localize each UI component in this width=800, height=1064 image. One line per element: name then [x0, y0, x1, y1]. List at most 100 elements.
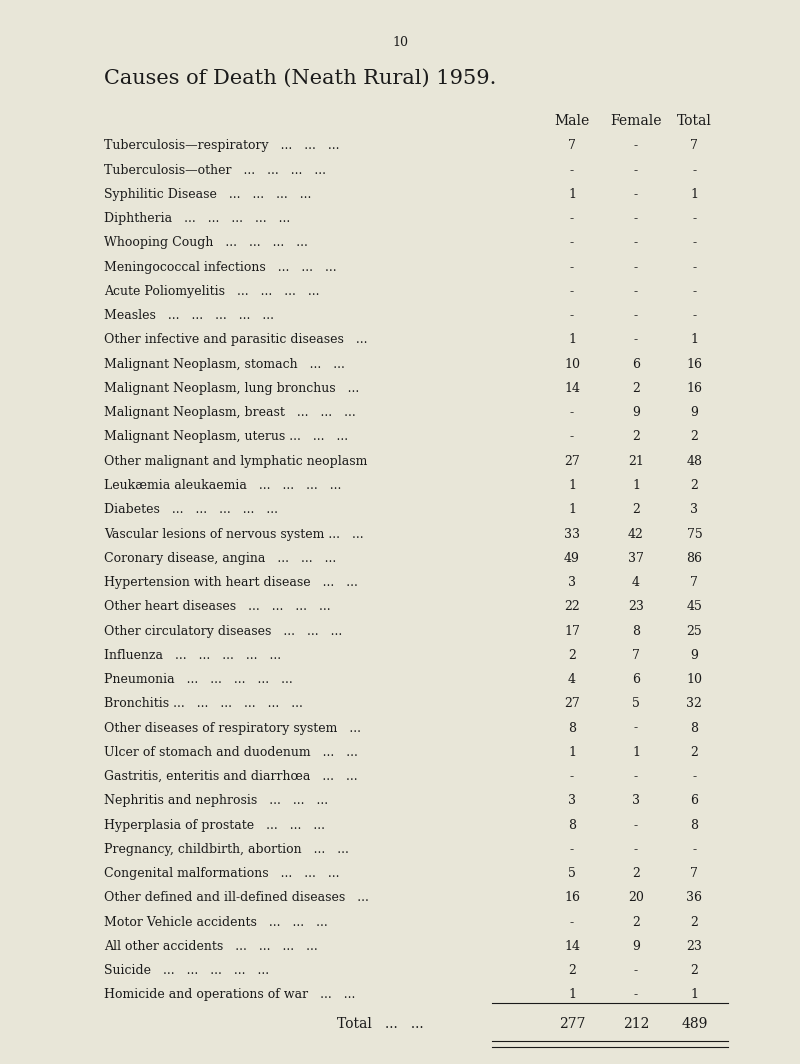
Text: -: -: [634, 818, 638, 832]
Text: 36: 36: [686, 892, 702, 904]
Text: -: -: [692, 164, 697, 177]
Text: -: -: [634, 236, 638, 249]
Text: 3: 3: [632, 795, 640, 808]
Text: 20: 20: [628, 892, 644, 904]
Text: 2: 2: [690, 964, 698, 977]
Text: 1: 1: [568, 503, 576, 516]
Text: Diphtheria   ...   ...   ...   ...   ...: Diphtheria ... ... ... ... ...: [104, 212, 290, 226]
Text: -: -: [634, 212, 638, 226]
Text: -: -: [692, 770, 697, 783]
Text: 1: 1: [568, 746, 576, 759]
Text: Other heart diseases   ...   ...   ...   ...: Other heart diseases ... ... ... ...: [104, 600, 330, 613]
Text: 1: 1: [568, 188, 576, 201]
Text: Motor Vehicle accidents   ...   ...   ...: Motor Vehicle accidents ... ... ...: [104, 916, 328, 929]
Text: -: -: [570, 431, 574, 444]
Text: 10: 10: [564, 358, 580, 370]
Text: 5: 5: [568, 867, 576, 880]
Text: Homicide and operations of war   ...   ...: Homicide and operations of war ... ...: [104, 988, 355, 1001]
Text: Other diseases of respiratory system   ...: Other diseases of respiratory system ...: [104, 721, 361, 734]
Text: 1: 1: [632, 479, 640, 492]
Text: -: -: [692, 285, 697, 298]
Text: 14: 14: [564, 940, 580, 953]
Text: -: -: [634, 164, 638, 177]
Text: 2: 2: [690, 431, 698, 444]
Text: 27: 27: [564, 454, 580, 468]
Text: 1: 1: [690, 188, 698, 201]
Text: 5: 5: [632, 697, 640, 711]
Text: -: -: [570, 916, 574, 929]
Text: 42: 42: [628, 528, 644, 541]
Text: Coronary disease, angina   ...   ...   ...: Coronary disease, angina ... ... ...: [104, 552, 336, 565]
Text: -: -: [634, 843, 638, 855]
Text: -: -: [634, 261, 638, 273]
Text: Female: Female: [610, 114, 662, 128]
Text: Measles   ...   ...   ...   ...   ...: Measles ... ... ... ... ...: [104, 310, 274, 322]
Text: -: -: [634, 139, 638, 152]
Text: -: -: [570, 406, 574, 419]
Text: Pneumonia   ...   ...   ...   ...   ...: Pneumonia ... ... ... ... ...: [104, 674, 293, 686]
Text: Malignant Neoplasm, uterus ...   ...   ...: Malignant Neoplasm, uterus ... ... ...: [104, 431, 348, 444]
Text: 7: 7: [690, 576, 698, 589]
Text: 489: 489: [682, 1017, 707, 1031]
Text: 2: 2: [690, 746, 698, 759]
Text: 277: 277: [558, 1017, 586, 1031]
Text: Malignant Neoplasm, breast   ...   ...   ...: Malignant Neoplasm, breast ... ... ...: [104, 406, 356, 419]
Text: 8: 8: [632, 625, 640, 637]
Text: 17: 17: [564, 625, 580, 637]
Text: 2: 2: [690, 916, 698, 929]
Text: 14: 14: [564, 382, 580, 395]
Text: 3: 3: [568, 795, 576, 808]
Text: 4: 4: [632, 576, 640, 589]
Text: 9: 9: [690, 406, 698, 419]
Text: 8: 8: [690, 721, 698, 734]
Text: -: -: [570, 843, 574, 855]
Text: 1: 1: [568, 988, 576, 1001]
Text: 6: 6: [632, 674, 640, 686]
Text: Hyperplasia of prostate   ...   ...   ...: Hyperplasia of prostate ... ... ...: [104, 818, 325, 832]
Text: 37: 37: [628, 552, 644, 565]
Text: 2: 2: [632, 503, 640, 516]
Text: 7: 7: [568, 139, 576, 152]
Text: 25: 25: [686, 625, 702, 637]
Text: Ulcer of stomach and duodenum   ...   ...: Ulcer of stomach and duodenum ... ...: [104, 746, 358, 759]
Text: -: -: [634, 964, 638, 977]
Text: -: -: [634, 188, 638, 201]
Text: Other malignant and lymphatic neoplasm: Other malignant and lymphatic neoplasm: [104, 454, 367, 468]
Text: 6: 6: [632, 358, 640, 370]
Text: Nephritis and nephrosis   ...   ...   ...: Nephritis and nephrosis ... ... ...: [104, 795, 328, 808]
Text: 22: 22: [564, 600, 580, 613]
Text: 1: 1: [632, 746, 640, 759]
Text: 16: 16: [686, 382, 702, 395]
Text: -: -: [570, 770, 574, 783]
Text: -: -: [570, 261, 574, 273]
Text: 212: 212: [623, 1017, 649, 1031]
Text: Influenza   ...   ...   ...   ...   ...: Influenza ... ... ... ... ...: [104, 649, 281, 662]
Text: Syphilitic Disease   ...   ...   ...   ...: Syphilitic Disease ... ... ... ...: [104, 188, 311, 201]
Text: 23: 23: [628, 600, 644, 613]
Text: 16: 16: [686, 358, 702, 370]
Text: Leukæmia aleukaemia   ...   ...   ...   ...: Leukæmia aleukaemia ... ... ... ...: [104, 479, 342, 492]
Text: Malignant Neoplasm, lung bronchus   ...: Malignant Neoplasm, lung bronchus ...: [104, 382, 359, 395]
Text: Suicide   ...   ...   ...   ...   ...: Suicide ... ... ... ... ...: [104, 964, 269, 977]
Text: 32: 32: [686, 697, 702, 711]
Text: 2: 2: [632, 382, 640, 395]
Text: -: -: [634, 310, 638, 322]
Text: Hypertension with heart disease   ...   ...: Hypertension with heart disease ... ...: [104, 576, 358, 589]
Text: 33: 33: [564, 528, 580, 541]
Text: 1: 1: [568, 333, 576, 347]
Text: 2: 2: [568, 964, 576, 977]
Text: Pregnancy, childbirth, abortion   ...   ...: Pregnancy, childbirth, abortion ... ...: [104, 843, 349, 855]
Text: 2: 2: [632, 916, 640, 929]
Text: Acute Poliomyelitis   ...   ...   ...   ...: Acute Poliomyelitis ... ... ... ...: [104, 285, 319, 298]
Text: 49: 49: [564, 552, 580, 565]
Text: Diabetes   ...   ...   ...   ...   ...: Diabetes ... ... ... ... ...: [104, 503, 278, 516]
Text: 1: 1: [690, 988, 698, 1001]
Text: 9: 9: [632, 406, 640, 419]
Text: 3: 3: [690, 503, 698, 516]
Text: -: -: [692, 843, 697, 855]
Text: 7: 7: [632, 649, 640, 662]
Text: -: -: [692, 310, 697, 322]
Text: -: -: [570, 164, 574, 177]
Text: 10: 10: [392, 36, 408, 49]
Text: Gastritis, enteritis and diarrhœa   ...   ...: Gastritis, enteritis and diarrhœa ... ..…: [104, 770, 358, 783]
